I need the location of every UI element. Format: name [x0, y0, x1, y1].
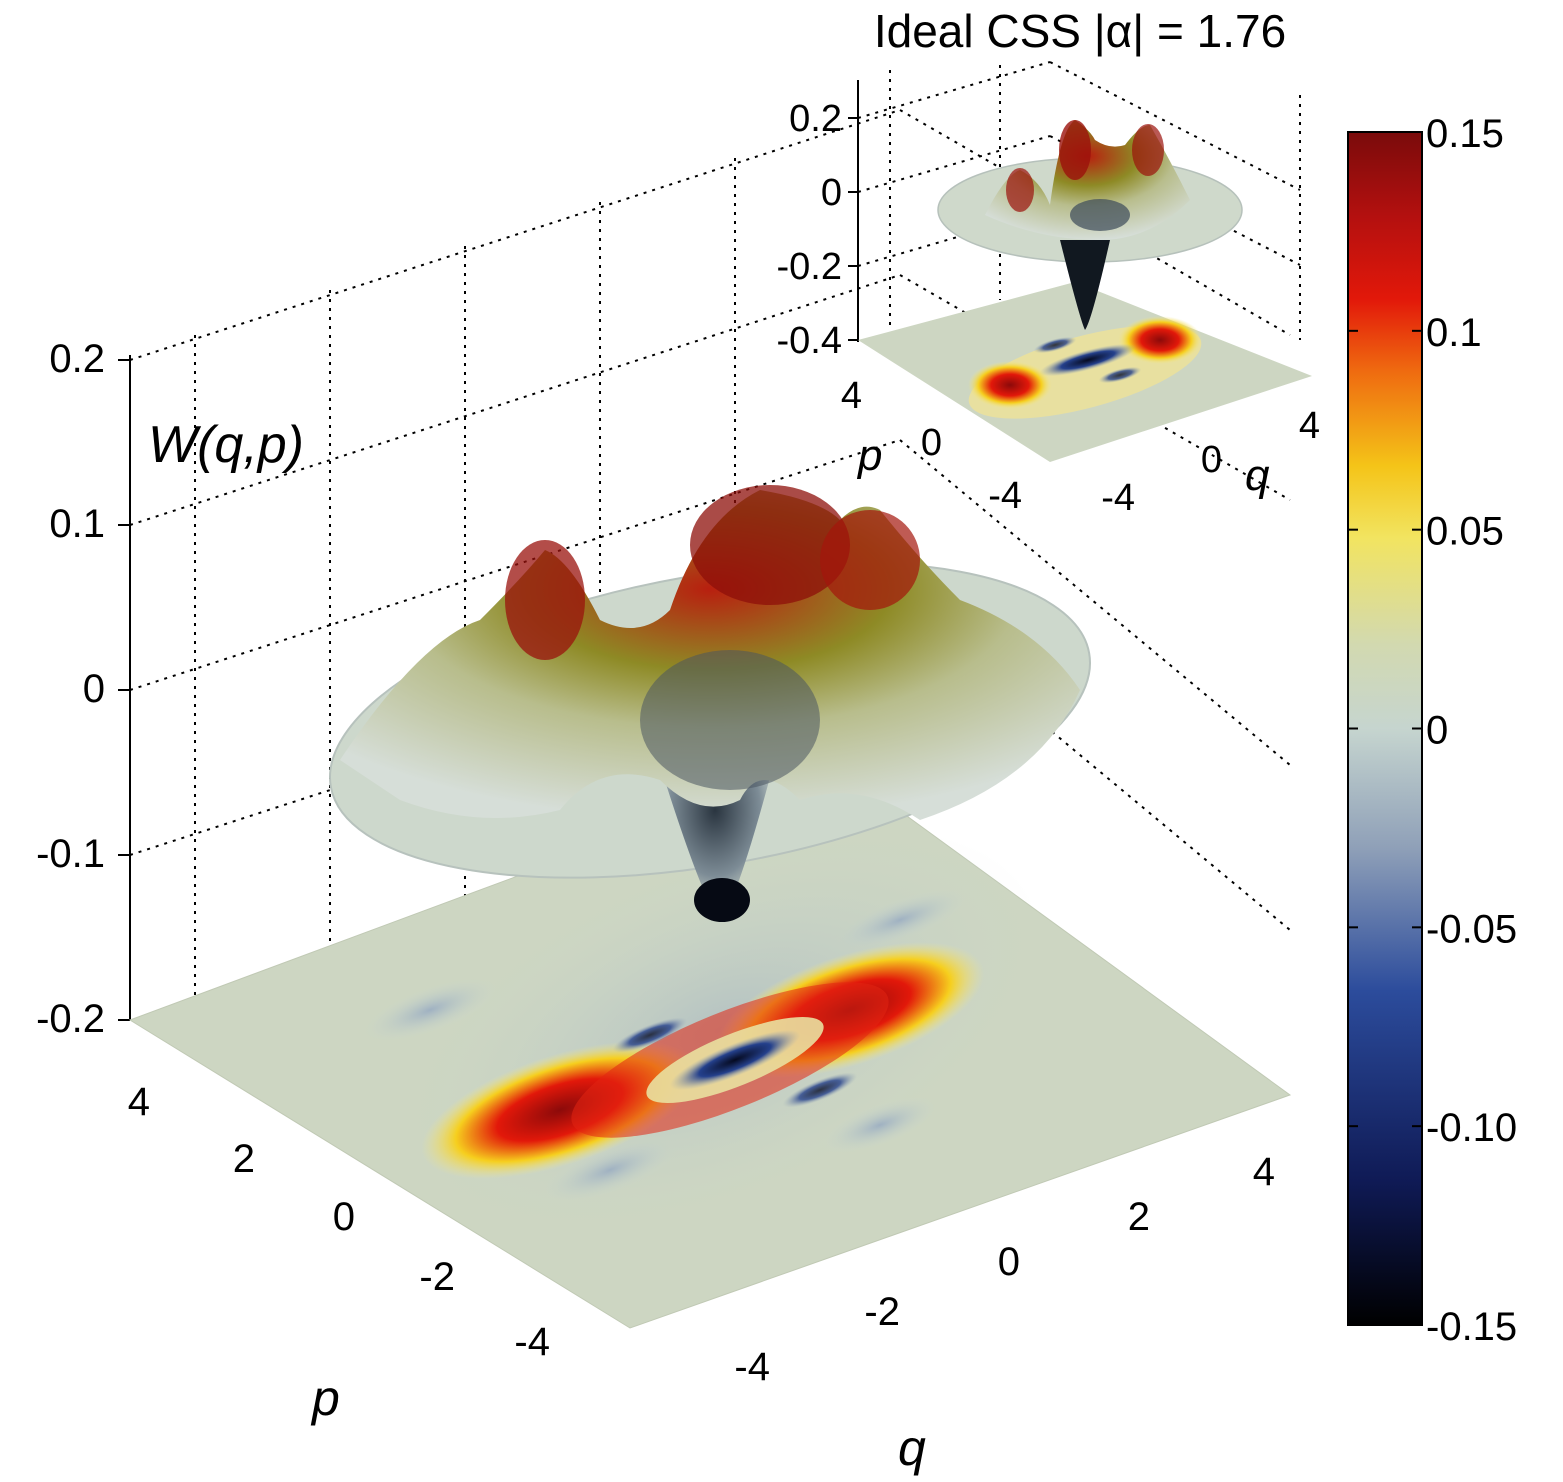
- q-tick-label: 2: [1128, 1195, 1150, 1239]
- q-grid-r4: [899, 604, 1291, 931]
- p-tick-label: 2: [233, 1137, 255, 1181]
- p-tick-label: 4: [128, 1080, 150, 1124]
- inset-grid: [857, 61, 1051, 119]
- wigner-surface: [329, 485, 1091, 922]
- inset-p-label: p: [856, 431, 882, 480]
- peak-center: [690, 485, 850, 605]
- ripple: [823, 1097, 937, 1153]
- inset-p-tick-label: 4: [841, 375, 862, 417]
- inset-blue: [1033, 336, 1077, 354]
- colorbar-ticks: 0.15 0.1 0.05 0 -0.05 -0.10 -0.15: [1348, 112, 1517, 1349]
- z-axis-label: W(q,p): [148, 416, 304, 474]
- blue-fringe: [782, 1072, 858, 1108]
- p-tick-label: -4: [514, 1320, 550, 1364]
- inset-peak: [1059, 120, 1091, 180]
- inset-q-tick-label: -4: [1101, 477, 1135, 519]
- colorbar-tick-label: 0.05: [1426, 510, 1504, 554]
- inset-grid: [1049, 61, 1301, 191]
- inset-title: Ideal CSS |α| = 1.76: [874, 5, 1286, 57]
- colorbar-tick-label: -0.10: [1426, 1106, 1517, 1150]
- inset-dip: [1060, 240, 1110, 330]
- inset-red-right: [1118, 316, 1202, 364]
- blue-fringe: [612, 1017, 688, 1053]
- inset-z-tick-label: -0.4: [777, 320, 842, 362]
- z-tick-label: 0.1: [49, 502, 105, 546]
- peak-right: [820, 510, 920, 610]
- p-axis-label: p: [310, 1370, 340, 1426]
- ripple: [363, 978, 497, 1042]
- inset-red-left: [968, 361, 1052, 409]
- z-tick-label: -0.1: [36, 832, 105, 876]
- inset-q-tick-label: 0: [1201, 439, 1222, 481]
- q-tick-label: 4: [1253, 1150, 1275, 1194]
- colorbar-tick-label: -0.15: [1426, 1305, 1517, 1349]
- q-tick-label: -2: [864, 1290, 900, 1334]
- peak-left: [505, 540, 585, 660]
- colorbar-gradient: [1347, 131, 1423, 1326]
- colorbar-tick-label: -0.05: [1426, 907, 1517, 951]
- inset-grid: [857, 135, 1051, 193]
- inset-p-tick-label: -4: [988, 475, 1022, 517]
- dip-bottom: [694, 878, 750, 922]
- inset-valley: [1070, 199, 1130, 231]
- q-tick-label: 0: [998, 1240, 1020, 1284]
- colorbar-tick-label: 0.15: [1426, 112, 1504, 156]
- ripple: [833, 889, 967, 951]
- surface-valley: [640, 650, 820, 790]
- inset-axes: [848, 61, 1312, 462]
- inset-grid: [857, 209, 1051, 267]
- z-tick-label: -0.2: [36, 997, 105, 1041]
- inset-peak: [1132, 124, 1164, 176]
- colorbar-tick-label: 0.1: [1426, 311, 1482, 355]
- inset-peak: [1006, 168, 1034, 212]
- z-tick-label: 0: [83, 667, 105, 711]
- inset-q-label: q: [1245, 451, 1270, 500]
- colorbar: 0.15 0.1 0.05 0 -0.05 -0.10 -0.15: [1347, 112, 1517, 1349]
- p-tick-label: -2: [419, 1255, 455, 1299]
- inset-blue: [1098, 366, 1142, 384]
- p-tick-label: 0: [333, 1195, 355, 1239]
- ripple: [543, 1138, 677, 1202]
- inset-p-tick-label: 0: [921, 422, 942, 464]
- q-grid-r3: [899, 439, 1291, 766]
- q-tick-label: -4: [734, 1345, 770, 1389]
- inset-z-tick-label: 0: [821, 172, 842, 214]
- z-tick-label: 0.2: [49, 337, 105, 381]
- inset-z-tick-label: 0.2: [789, 98, 842, 140]
- q-axis-label: q: [898, 1420, 926, 1476]
- blue-fringe: [669, 1029, 801, 1091]
- inset-q-tick-label: 4: [1299, 405, 1320, 447]
- colorbar-tick-label: 0: [1426, 709, 1448, 753]
- projection-plane: [128, 759, 1292, 1329]
- inset-z-tick-label: -0.2: [777, 246, 842, 288]
- inset-blue: [1039, 343, 1137, 377]
